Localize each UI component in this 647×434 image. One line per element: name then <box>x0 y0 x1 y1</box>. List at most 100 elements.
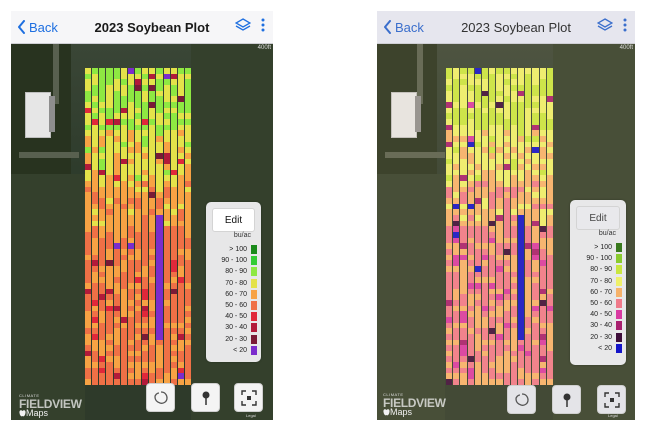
layers-button[interactable] <box>596 17 614 37</box>
legend-swatch <box>616 265 622 275</box>
phone-screen-right: 400ft Back 2023 Soybean Plot Edit bu/ac … <box>377 11 635 420</box>
lasso-icon <box>153 390 168 404</box>
legend-range-label: 60 - 70 <box>225 290 247 298</box>
legend-row: 50 - 60 <box>210 300 257 311</box>
recenter-button[interactable] <box>597 385 626 414</box>
more-button[interactable] <box>623 18 627 37</box>
layers-icon <box>596 17 614 31</box>
lasso-button[interactable] <box>146 383 175 412</box>
apple-logo-icon <box>19 410 26 417</box>
legend-row: 50 - 60 <box>574 298 622 309</box>
legend-swatch <box>251 278 257 288</box>
fieldview-logo: CLIMATE FIELDVIEW Maps <box>19 393 82 418</box>
legend-swatch <box>251 301 257 311</box>
legend-row: 80 - 90 <box>210 266 257 277</box>
legend-range-label: 90 - 100 <box>221 257 247 265</box>
legend-swatch <box>616 243 622 253</box>
page-title: 2023 Soybean Plot <box>94 19 210 35</box>
back-button[interactable]: Back <box>383 20 443 35</box>
legend-range-label: > 100 <box>594 244 612 252</box>
legend-swatch <box>251 323 257 333</box>
lasso-button[interactable] <box>507 385 536 414</box>
legend-row: 60 - 70 <box>210 289 257 300</box>
layers-icon <box>234 17 252 31</box>
legend-swatch <box>616 310 622 320</box>
scale-label: 400ft <box>619 45 633 51</box>
lasso-icon <box>514 392 529 406</box>
more-vertical-icon <box>261 18 265 31</box>
satellite-map[interactable] <box>11 44 273 420</box>
legend-unit: bu/ac <box>233 232 251 239</box>
barn-building <box>391 92 417 138</box>
legend-range-label: 50 - 60 <box>590 300 612 308</box>
legal-link[interactable]: Legal <box>608 413 618 418</box>
nav-bar: Back 2023 Soybean Plot <box>377 11 635 44</box>
legend-range-label: 80 - 90 <box>590 266 612 274</box>
back-button[interactable]: Back <box>17 20 77 35</box>
legend-range-label: 70 - 80 <box>590 277 612 285</box>
legend-swatch <box>616 287 622 297</box>
page-title: 2023 Soybean Plot <box>461 19 571 35</box>
yield-legend: Edit bu/ac > 100 90 - 100 80 - 90 70 - 80 60… <box>570 200 626 365</box>
legend-range-label: < 20 <box>233 346 247 354</box>
legend-range-label: 80 - 90 <box>225 268 247 276</box>
recenter-button[interactable] <box>234 383 263 412</box>
legend-row: 70 - 80 <box>574 276 622 287</box>
apple-logo-icon <box>383 409 390 416</box>
legend-range-label: 40 - 50 <box>225 313 247 321</box>
scale-label: 400ft <box>257 45 271 51</box>
barn-building <box>25 92 51 138</box>
yield-map <box>446 68 554 385</box>
phone-screen-left: 400ft Back 2023 Soybean Plot Edit bu/ac … <box>11 11 273 420</box>
legend-rows: > 100 90 - 100 80 - 90 70 - 80 60 - 70 50 - 6… <box>574 242 622 354</box>
legend-row: 20 - 30 <box>574 332 622 343</box>
legend-row: 20 - 30 <box>210 334 257 345</box>
back-label: Back <box>395 19 424 35</box>
legend-row: 40 - 50 <box>210 311 257 322</box>
pin-icon <box>563 393 570 407</box>
legal-link[interactable]: Legal <box>246 413 256 418</box>
legend-range-label: < 20 <box>598 344 612 352</box>
legend-swatch <box>251 334 257 344</box>
legend-range-label: 90 - 100 <box>586 255 612 263</box>
legend-range-label: > 100 <box>229 246 247 254</box>
legend-row: 80 - 90 <box>574 264 622 275</box>
legend-range-label: 20 - 30 <box>225 335 247 343</box>
legend-swatch <box>251 245 257 255</box>
legend-swatch <box>251 345 257 355</box>
legend-swatch <box>616 276 622 286</box>
legend-row: > 100 <box>574 242 622 253</box>
legend-range-label: 30 - 40 <box>225 324 247 332</box>
legend-row: < 20 <box>210 345 257 356</box>
pin-icon <box>202 391 209 405</box>
pin-button[interactable] <box>191 383 220 412</box>
legend-row: 60 - 70 <box>574 287 622 298</box>
legend-range-label: 40 - 50 <box>590 311 612 319</box>
yield-legend: Edit bu/ac > 100 90 - 100 80 - 90 70 - 80 60… <box>206 202 261 362</box>
edit-legend-button[interactable]: Edit <box>576 206 620 230</box>
legend-row: 30 - 40 <box>574 320 622 331</box>
more-button[interactable] <box>261 18 265 37</box>
pin-button[interactable] <box>552 385 581 414</box>
legend-row: < 20 <box>574 343 622 354</box>
legend-swatch <box>616 299 622 309</box>
legend-row: 90 - 100 <box>210 255 257 266</box>
legend-unit: bu/ac <box>598 230 616 237</box>
legend-range-label: 20 - 30 <box>590 333 612 341</box>
legend-swatch <box>251 312 257 322</box>
legend-swatch <box>251 267 257 277</box>
yield-map <box>85 68 192 385</box>
layers-button[interactable] <box>234 17 252 37</box>
legend-range-label: 60 - 70 <box>590 288 612 296</box>
legend-swatch <box>616 343 622 353</box>
legend-row: 70 - 80 <box>210 278 257 289</box>
edit-legend-button[interactable]: Edit <box>212 208 255 232</box>
legend-row: 90 - 100 <box>574 253 622 264</box>
chevron-left-icon <box>18 20 25 34</box>
legend-row: 30 - 40 <box>210 322 257 333</box>
chevron-left-icon <box>384 20 391 34</box>
nav-bar: Back 2023 Soybean Plot <box>11 11 273 44</box>
legend-swatch <box>616 332 622 342</box>
legend-row: 40 - 50 <box>574 309 622 320</box>
back-label: Back <box>29 19 58 35</box>
